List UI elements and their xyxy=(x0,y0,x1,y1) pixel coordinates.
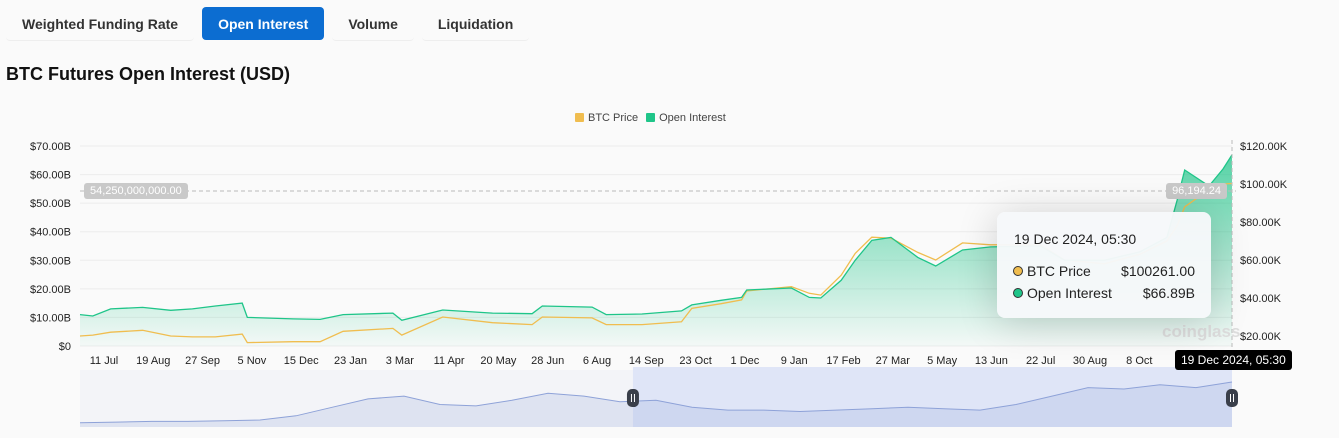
tooltip: 19 Dec 2024, 05:30 BTC Price $100261.00 … xyxy=(997,212,1211,318)
x-tick-label: 22 Jul xyxy=(1026,355,1055,367)
tooltip-label: Open Interest xyxy=(1027,285,1112,301)
y-left-tick-label: $10.00B xyxy=(30,312,71,324)
x-tick-label: 8 Oct xyxy=(1126,355,1152,367)
open-interest-dot-icon xyxy=(1013,288,1023,298)
tab-volume[interactable]: Volume xyxy=(332,7,414,41)
x-tick-label: 28 Jun xyxy=(531,355,564,367)
x-tick-label: 23 Oct xyxy=(679,355,711,367)
x-tick-label: 23 Jan xyxy=(334,355,367,367)
x-tick-label: 17 Feb xyxy=(826,355,860,367)
legend-item-open-interest[interactable]: Open Interest xyxy=(646,112,726,124)
x-tick-label: 27 Mar xyxy=(876,355,911,367)
y-left-tick-label: $60.00B xyxy=(30,170,71,182)
watermark-logo: coinglass xyxy=(1162,322,1240,341)
crosshair-right-value: 96,194.24 xyxy=(1166,183,1227,199)
x-tick-label: 20 May xyxy=(480,355,517,367)
y-left-tick-label: $40.00B xyxy=(30,227,71,239)
tooltip-row-open-interest: Open Interest $66.89B xyxy=(1013,285,1195,301)
y-left-tick-label: $30.00B xyxy=(30,255,71,267)
x-tick-label: 13 Jun xyxy=(975,355,1008,367)
x-tick-label: 6 Aug xyxy=(583,355,611,367)
x-tick-label: 9 Jan xyxy=(781,355,808,367)
y-left-tick-label: $70.00B xyxy=(30,141,71,153)
legend-label: BTC Price xyxy=(588,112,639,124)
y-left-tick-label: $20.00B xyxy=(30,284,71,296)
tab-open-interest[interactable]: Open Interest xyxy=(202,7,325,40)
tooltip-value: $100261.00 xyxy=(1121,263,1195,279)
page-title: BTC Futures Open Interest (USD) xyxy=(6,64,291,84)
tooltip-date: 19 Dec 2024, 05:30 xyxy=(1014,231,1137,247)
y-right-tick-label: $60.00K xyxy=(1240,255,1282,267)
tooltip-row-btc-price: BTC Price $100261.00 xyxy=(1013,263,1195,279)
y-left-tick-label: $0 xyxy=(59,341,71,353)
chart-tabs: Weighted Funding Rate Open Interest Volu… xyxy=(6,7,530,41)
tooltip-label: BTC Price xyxy=(1027,263,1091,279)
x-tick-label: 11 Apr xyxy=(434,355,465,367)
x-tick-label: 5 May xyxy=(927,355,957,367)
tab-weighted-funding-rate[interactable]: Weighted Funding Rate xyxy=(6,7,195,41)
x-tick-label: 11 Jul xyxy=(90,355,119,367)
navigator-line xyxy=(79,381,1233,424)
x-tick-label: 3 Mar xyxy=(386,355,414,367)
legend-item-btc-price[interactable]: BTC Price xyxy=(575,112,638,124)
x-tick-label: 19 Aug xyxy=(136,355,170,367)
x-tick-label: 27 Sep xyxy=(185,355,220,367)
open-interest-area xyxy=(80,154,1232,346)
y-right-tick-label: $40.00K xyxy=(1240,293,1282,305)
y-right-tick-label: $120.00K xyxy=(1240,141,1288,153)
navigator-right-handle[interactable] xyxy=(1226,389,1238,407)
y-right-tick-label: $100.00K xyxy=(1240,179,1288,191)
crosshair-date-label: 19 Dec 2024, 05:30 xyxy=(1175,350,1292,370)
tooltip-value: $66.89B xyxy=(1142,285,1195,301)
navigator-left-handle[interactable] xyxy=(626,389,639,407)
y-right-tick-label: $20.00K xyxy=(1240,331,1282,343)
btc-price-dot-icon xyxy=(1013,266,1023,276)
legend-swatch-icon xyxy=(646,113,656,122)
x-tick-label: 15 Dec xyxy=(284,355,319,367)
tab-liquidation[interactable]: Liquidation xyxy=(421,7,530,41)
x-tick-label: 5 Nov xyxy=(238,355,267,367)
x-tick-label: 14 Sep xyxy=(629,355,664,367)
x-tick-label: 30 Aug xyxy=(1073,355,1107,367)
legend-swatch-icon xyxy=(575,113,584,122)
y-right-tick-label: $80.00K xyxy=(1240,217,1282,229)
x-tick-label: 1 Dec xyxy=(731,355,760,367)
y-left-tick-label: $50.00B xyxy=(30,198,71,210)
legend-label: Open Interest xyxy=(659,112,726,124)
crosshair-left-value: 54,250,000,000.00 xyxy=(84,183,188,199)
navigator-area xyxy=(80,382,1232,427)
chart-legend: BTC Price Open Interest xyxy=(575,112,726,124)
navigator-selected-range xyxy=(632,367,1232,427)
